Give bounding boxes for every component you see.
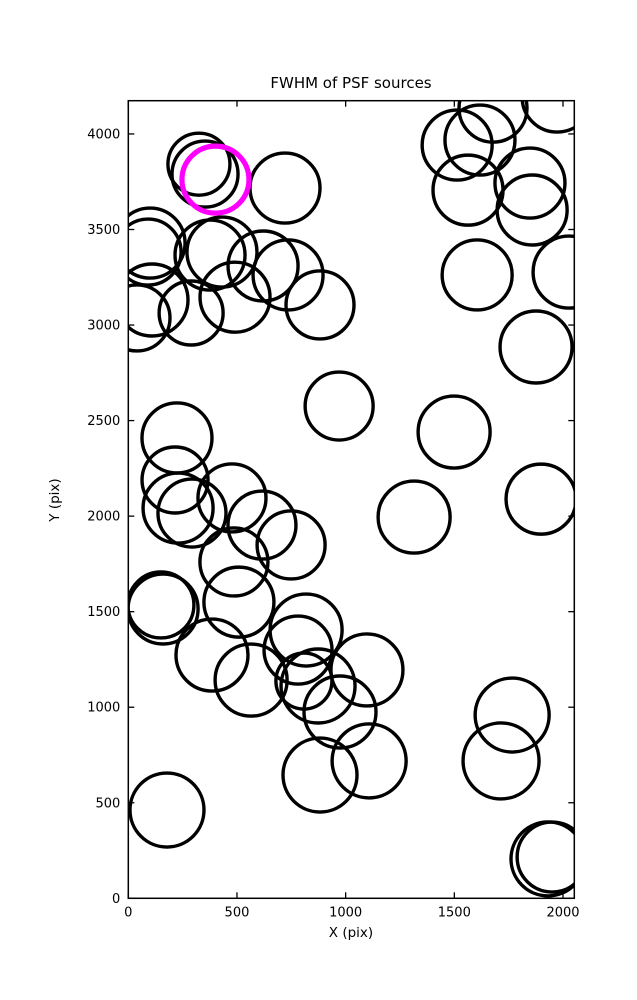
axes-spines — [127, 99, 576, 900]
psf-source-circle — [170, 139, 240, 209]
y-tick-label: 3000 — [87, 319, 120, 334]
psf-source-circle — [198, 260, 272, 334]
psf-source-circle — [128, 283, 172, 353]
psf-source-circle — [213, 642, 289, 718]
x-tick-label: 2000 — [546, 905, 579, 920]
psf-source-circle — [531, 234, 575, 310]
x-tick-label: 0 — [124, 905, 132, 920]
psf-source-circle — [196, 462, 268, 534]
x-tick-label: 1500 — [438, 905, 471, 920]
psf-source-circle — [302, 674, 378, 750]
psf-source-circle — [156, 477, 228, 549]
x-tick-label: 500 — [225, 905, 250, 920]
y-tick-label: 0 — [112, 892, 120, 907]
psf-source-circle — [495, 173, 569, 247]
psf-source-circle — [185, 215, 259, 289]
psf-source-circle — [157, 279, 225, 347]
psf-source-circle — [281, 736, 359, 814]
psf-source-circle — [198, 526, 270, 598]
psf-source-circle — [473, 676, 551, 754]
psf-source-circle — [329, 632, 405, 708]
psf-source-circle — [128, 771, 206, 849]
y-axis-label: Y (pix) — [47, 478, 63, 522]
y-tick-label: 3500 — [87, 223, 120, 238]
psf-source-circle — [128, 572, 200, 646]
psf-source-circle — [248, 151, 322, 225]
psf-source-circle — [303, 370, 375, 442]
psf-source-circle — [174, 617, 250, 693]
psf-source-circle — [279, 647, 357, 725]
psf-source-circle — [431, 153, 505, 227]
psf-source-circle — [226, 489, 298, 561]
psf-source-circle — [284, 269, 356, 341]
psf-source-circle — [376, 479, 452, 555]
psf-source-circle — [128, 570, 196, 640]
highlighted-psf-source-circle — [179, 143, 252, 216]
psf-source-circle — [520, 100, 575, 134]
y-tick-label: 4000 — [87, 127, 120, 142]
psf-source-circle — [504, 462, 575, 536]
psf-source-circle — [202, 565, 276, 639]
y-tick-label: 2500 — [87, 414, 120, 429]
psf-source-circle — [498, 309, 574, 385]
x-tick-label: 1000 — [329, 905, 362, 920]
psf-source-circle — [128, 206, 187, 280]
psf-source-circle — [416, 394, 492, 470]
psf-source-circle — [128, 262, 190, 338]
psf-sources-group — [128, 100, 575, 898]
psf-source-circle — [461, 721, 541, 801]
y-tick-label: 1500 — [87, 605, 120, 620]
psf-source-circle — [128, 217, 183, 287]
psf-source-circle — [440, 238, 514, 312]
psf-source-circle — [493, 146, 567, 220]
x-axis-label: X (pix) — [328, 925, 374, 941]
chart-title: FWHM of PSF sources — [270, 74, 432, 92]
psf-source-circle — [330, 722, 408, 800]
y-tick-label: 500 — [95, 796, 120, 811]
y-tick-label: 2000 — [87, 510, 120, 525]
y-tick-label: 1000 — [87, 701, 120, 716]
psf-source-circle — [140, 445, 210, 515]
psf-source-circle — [255, 509, 327, 581]
psf-source-circle — [166, 131, 232, 197]
psf-source-circle — [443, 103, 517, 177]
psf-source-circle — [515, 820, 575, 894]
psf-source-circle — [420, 108, 494, 182]
